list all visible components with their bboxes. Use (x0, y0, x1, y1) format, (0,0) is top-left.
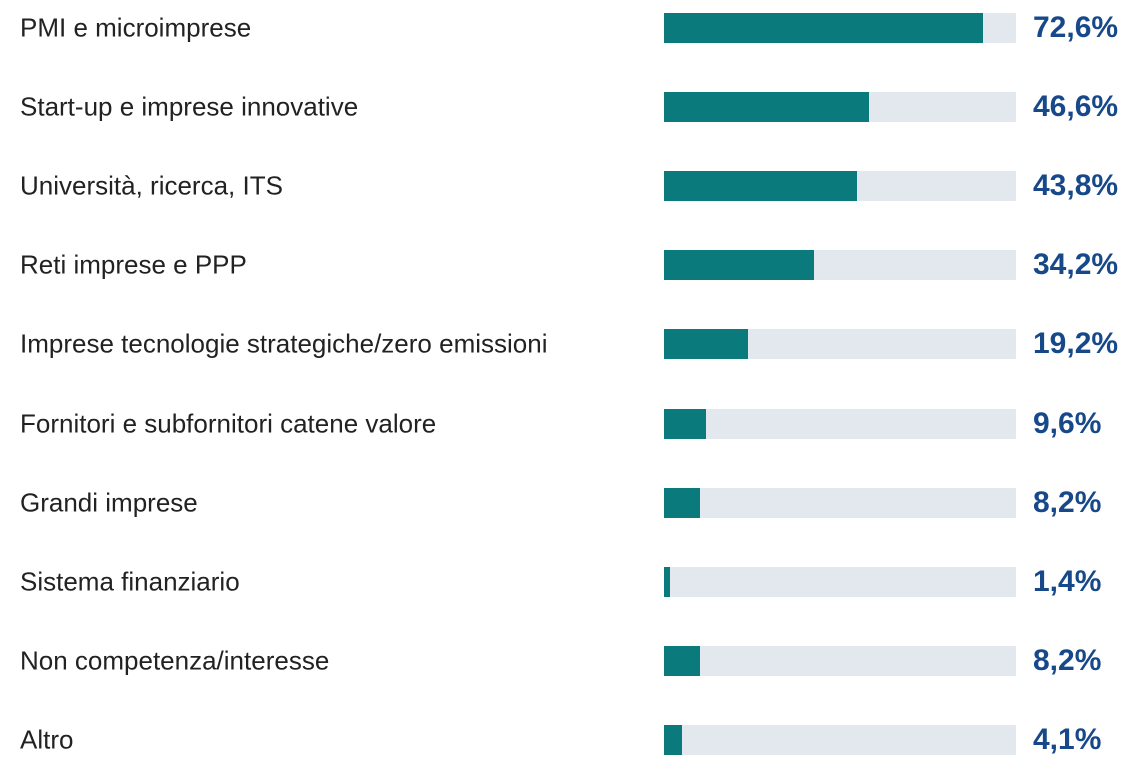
category-label: Università, ricerca, ITS (20, 170, 283, 201)
bar (664, 566, 671, 597)
value-label: 34,2% (1033, 248, 1119, 282)
value-label: 19,2% (1033, 327, 1119, 361)
value-label: 46,6% (1033, 90, 1119, 124)
category-label: Imprese tecnologie strategiche/zero emis… (20, 328, 548, 359)
bar-track (664, 487, 1016, 518)
bar (664, 171, 857, 202)
bar-track (664, 724, 1016, 755)
bar-track (664, 408, 1016, 439)
category-label: Reti imprese e PPP (20, 249, 247, 280)
bar (664, 250, 815, 281)
bar (664, 724, 683, 755)
bar (664, 487, 701, 518)
value-label: 8,2% (1033, 643, 1102, 677)
bar-track (664, 645, 1016, 676)
value-label: 4,1% (1033, 722, 1102, 756)
bar (664, 408, 707, 439)
bar (664, 645, 701, 676)
category-label: Fornitori e subfornitori catene valore (20, 408, 437, 438)
bar (664, 92, 870, 123)
bar-track (664, 566, 1016, 597)
bar (664, 13, 984, 43)
value-label: 1,4% (1033, 564, 1102, 598)
value-label: 8,2% (1033, 485, 1102, 519)
category-label: Sistema finanziario (20, 566, 240, 597)
category-label: Start-up e imprese innovative (20, 91, 359, 122)
category-label: PMI e microimprese (20, 12, 252, 43)
category-label: Grandi imprese (20, 487, 198, 518)
value-label: 9,6% (1033, 406, 1102, 440)
value-label: 72,6% (1033, 11, 1119, 44)
bar (664, 329, 749, 360)
category-label: Altro (20, 724, 74, 755)
value-label: 43,8% (1033, 169, 1119, 203)
category-label: Non competenza/interesse (20, 645, 330, 676)
